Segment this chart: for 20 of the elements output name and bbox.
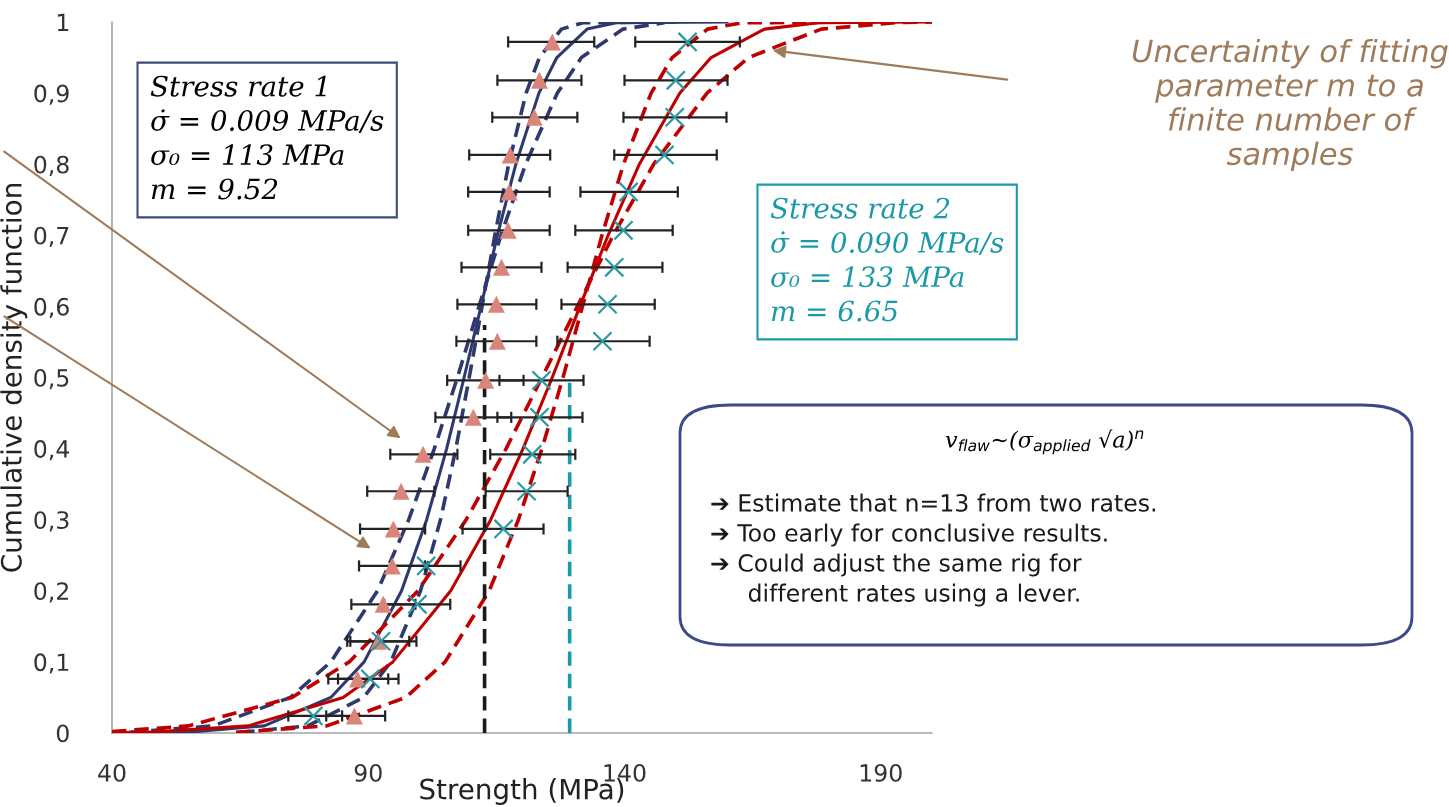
x-tick-label: 40: [98, 763, 126, 782]
x-tick-label: 90: [354, 763, 382, 782]
text: v$_{flaw}$~(σ$_{applied}$ √a)$^{n}$: [945, 429, 1144, 455]
y-tick-label: 0,3: [34, 511, 69, 532]
x-tick-label: 190: [860, 763, 902, 782]
y-tick-label: 0,5: [34, 368, 69, 390]
y-tick-label: 0,1: [34, 653, 69, 674]
y-tick-label: 0,2: [34, 582, 68, 603]
y-tick-label: 0,9: [34, 84, 69, 105]
y-tick-label: 0,7: [34, 226, 69, 248]
annotation: Stress rate 1 σ̇ = 0.009 MPa/s σ₀ = 113 MPa m = 9.52: [150, 75, 384, 200]
y-axis-title: Cumulative density function: [0, 184, 28, 572]
y-tick-label: 0,8: [34, 155, 69, 176]
y-tick-label: 0,4: [34, 440, 70, 461]
y-tick-label: 1: [57, 13, 69, 31]
y-tick-label: 0: [56, 724, 69, 743]
annotation: ➔ Estimate that n=13 from two rates. ➔ Too early for conclusive results. ➔ Could adjust the same rig for different rates using a lever.: [711, 493, 1156, 607]
annotation: Stress rate 2 σ̇ = 0.090 MPa/s σ₀ = 133 MPa m = 6.65: [770, 197, 1004, 322]
y-tick-label: 0,6: [34, 297, 69, 319]
text: Uncertainty of fitting parameter m to a finite number of samples: [1132, 38, 1448, 172]
